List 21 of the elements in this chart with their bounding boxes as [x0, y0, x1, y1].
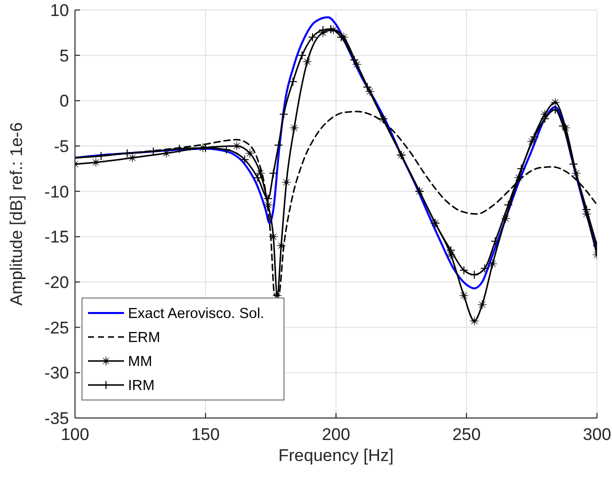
x-tick-label: 250 — [452, 425, 481, 444]
y-tick-label: -25 — [44, 318, 69, 338]
y-tick-label: -20 — [44, 273, 69, 292]
y-axis-title: Amplitude [dB] ref.: 1e-6 — [7, 122, 26, 306]
legend-label: ERM — [128, 330, 160, 346]
y-tick-label: 5 — [60, 46, 69, 66]
y-tick-label: -30 — [44, 364, 69, 383]
y-tick-label: -15 — [44, 228, 69, 247]
x-tick-label: 300 — [582, 425, 612, 444]
y-tick-label: 10 — [50, 1, 69, 20]
y-tick-label: -10 — [44, 182, 69, 202]
legend-label: MM — [128, 354, 152, 370]
y-tick-label: -35 — [44, 409, 69, 428]
x-tick-label: 150 — [191, 425, 220, 444]
x-axis-title: Frequency [Hz] — [278, 446, 394, 465]
x-tick-label: 100 — [60, 425, 90, 444]
legend-label: Exact Aerovisco. Sol. — [128, 306, 264, 322]
x-tick-label: 200 — [322, 425, 350, 444]
y-tick-label: -5 — [54, 137, 69, 156]
y-tick-label: 0 — [60, 92, 69, 111]
legend-label: IRM — [128, 378, 155, 394]
